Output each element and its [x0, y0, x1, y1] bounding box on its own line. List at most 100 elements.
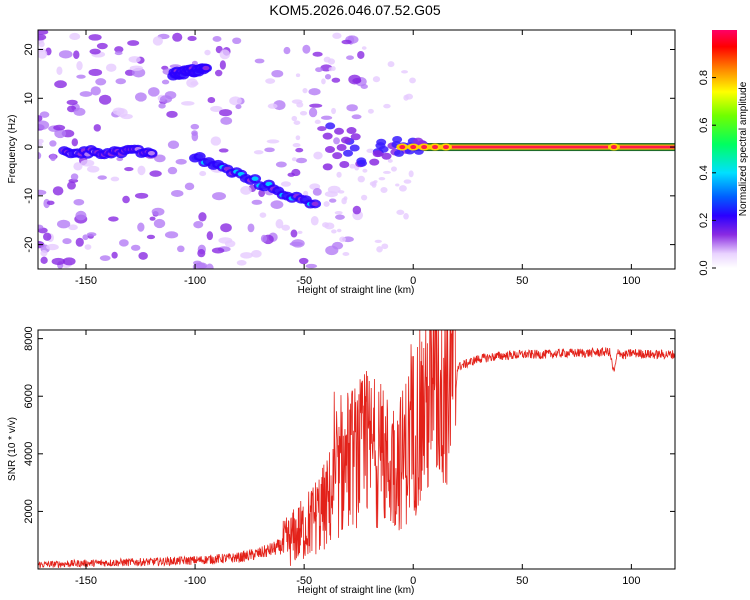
- noise-speck: [49, 153, 57, 162]
- noise-speck: [46, 243, 59, 251]
- noise-speck: [124, 166, 134, 172]
- noise-speck: [82, 234, 89, 241]
- noise-speck: [224, 240, 236, 248]
- signal-core: [251, 176, 259, 181]
- y-tick-label: 0: [23, 144, 35, 150]
- noise-speck: [204, 49, 211, 56]
- signal-blob: [349, 144, 360, 152]
- noise-speck: [240, 185, 252, 195]
- spectrogram-xlabel: Height of straight line (km): [298, 285, 415, 296]
- noise-speck: [283, 46, 291, 55]
- colorbar-gradient: [712, 30, 737, 268]
- noise-speck: [210, 105, 223, 112]
- x-tick-label: 100: [622, 575, 640, 587]
- noise-speck: [395, 183, 400, 187]
- noise-speck: [70, 173, 79, 181]
- noise-speck: [275, 219, 284, 229]
- carrier-blob-core: [421, 145, 428, 150]
- noise-speck: [334, 210, 343, 215]
- noise-speck: [49, 140, 57, 147]
- carrier-blob-core: [442, 145, 449, 150]
- x-tick-label: 0: [410, 575, 416, 587]
- noise-speck: [229, 96, 242, 106]
- signal-blob: [357, 159, 368, 167]
- noise-speck: [305, 263, 318, 269]
- noise-speck: [236, 260, 247, 266]
- noise-speck: [320, 115, 333, 120]
- noise-speck: [184, 182, 195, 191]
- noise-speck: [152, 36, 163, 46]
- noise-speck: [40, 256, 48, 264]
- colorbar: 0.0 0.2 0.4 0.6 0.8 Normalized spectral ampl…: [698, 30, 749, 276]
- x-tick-label: -50: [296, 575, 312, 587]
- snr-ylabel: SNR (10 * v/v): [7, 417, 18, 481]
- noise-speck: [381, 243, 389, 250]
- x-tick-label: -100: [184, 275, 206, 287]
- noise-speck: [212, 192, 227, 201]
- snr-series-line: [38, 330, 675, 569]
- noise-speck: [327, 185, 341, 194]
- noise-speck: [153, 218, 166, 229]
- signal-blob: [413, 137, 424, 145]
- noise-speck: [76, 74, 86, 79]
- x-tick-label: -150: [75, 275, 97, 287]
- noise-speck: [287, 172, 295, 177]
- noise-speck: [89, 48, 101, 55]
- y-tick-label: 2000: [23, 499, 35, 523]
- noise-speck: [146, 234, 156, 240]
- noise-speck: [149, 170, 162, 177]
- noise-speck: [69, 32, 81, 41]
- noise-speck: [105, 63, 117, 72]
- noise-speck: [409, 77, 416, 84]
- noise-speck: [376, 246, 383, 253]
- signal-blob: [336, 144, 347, 152]
- noise-speck: [357, 175, 365, 183]
- noise-speck: [206, 231, 214, 241]
- noise-speck: [38, 34, 47, 41]
- signal-blob: [346, 127, 357, 135]
- noise-speck: [290, 229, 298, 238]
- noise-speck: [310, 216, 319, 226]
- carrier-blob-core: [610, 145, 617, 150]
- signal-blob: [334, 127, 345, 135]
- noise-speck: [219, 60, 226, 70]
- noise-speck: [291, 115, 298, 122]
- noise-speck: [291, 157, 297, 162]
- noise-speck: [383, 103, 391, 109]
- noise-speck: [76, 60, 83, 71]
- y-tick-label: -10: [23, 188, 35, 204]
- noise-speck: [219, 49, 231, 60]
- x-tick-label: -50: [296, 275, 312, 287]
- noise-speck: [280, 181, 292, 187]
- y-tick-label: 8000: [23, 326, 35, 350]
- noise-speck: [120, 113, 133, 120]
- noise-speck: [42, 232, 52, 241]
- noise-speck: [38, 152, 42, 160]
- noise-speck: [38, 138, 44, 144]
- noise-speck: [325, 245, 339, 256]
- noise-speck: [119, 239, 129, 247]
- noise-speck: [251, 199, 263, 205]
- noise-speck: [235, 104, 242, 110]
- noise-speck: [166, 110, 178, 118]
- noise-speck: [172, 32, 183, 42]
- noise-speck: [302, 44, 311, 54]
- noise-speck: [329, 198, 337, 203]
- snr-frame: [37, 329, 676, 570]
- noise-speck: [387, 158, 393, 163]
- noise-speck: [322, 222, 330, 228]
- signal-blob: [350, 133, 361, 141]
- signal-blob: [324, 146, 335, 154]
- noise-speck: [134, 192, 149, 199]
- noise-speck: [181, 101, 195, 106]
- noise-speck: [253, 150, 264, 155]
- noise-speck: [159, 95, 173, 103]
- noise-speck: [190, 81, 199, 86]
- noise-speck: [264, 147, 275, 153]
- noise-speck: [86, 232, 97, 237]
- noise-speck: [240, 252, 253, 259]
- noise-speck: [177, 245, 185, 253]
- noise-speck: [75, 210, 87, 221]
- noise-speck: [337, 190, 345, 194]
- noise-speck: [38, 224, 44, 230]
